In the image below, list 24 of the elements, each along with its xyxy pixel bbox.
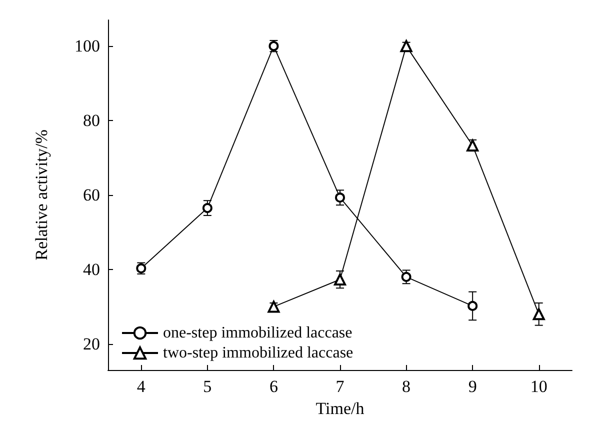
legend-label: one-step immobilized laccase xyxy=(163,324,352,342)
x-tick-label: 4 xyxy=(136,377,146,396)
y-axis-title: Relative activity/% xyxy=(32,130,51,260)
point xyxy=(532,308,545,320)
x-tick-label: 9 xyxy=(468,377,477,396)
x-tick-label: 5 xyxy=(203,377,212,396)
y-tick-label: 40 xyxy=(83,260,100,279)
point xyxy=(335,192,345,203)
y-tick-label: 20 xyxy=(83,334,100,354)
legend-label: two-step immobilized laccase xyxy=(163,344,354,362)
point xyxy=(400,40,412,52)
x-tick-label: 10 xyxy=(530,377,548,396)
x-tick-label: 6 xyxy=(269,377,278,396)
point xyxy=(202,203,212,214)
y-tick-label: 100 xyxy=(74,36,100,56)
y-tick-label: 80 xyxy=(83,111,100,130)
y-tick-label: 60 xyxy=(83,186,100,204)
point xyxy=(268,300,280,313)
point xyxy=(334,274,346,286)
x-tick-label: 8 xyxy=(402,377,411,396)
point xyxy=(468,300,478,311)
x-axis-title: Time/h xyxy=(316,399,365,418)
point xyxy=(401,272,412,282)
x-tick-label: 7 xyxy=(336,377,345,396)
